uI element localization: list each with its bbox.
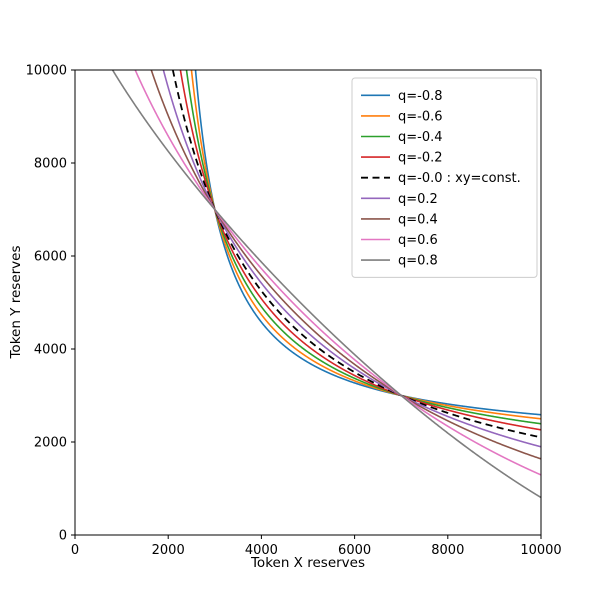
axes-frame [74, 69, 542, 536]
legend-entry: q=-0.0 : xy=const. [361, 171, 521, 186]
x-tick-label: 4000 [245, 543, 278, 558]
legend-label: q=0.8 [398, 254, 438, 269]
y-tick-label: 8000 [34, 157, 67, 172]
curve-q--0.2 [179, 70, 541, 431]
legend: q=-0.8 q=-0.6 q=-0.4 q=-0.2 q=-0.0 : xy=cons… [351, 77, 538, 278]
legend-entry: q=0.2 [361, 192, 438, 207]
legend-entry: q=-0.2 [361, 151, 443, 166]
legend-entry: q=0.8 [361, 254, 438, 269]
curve-q-0.6 [134, 70, 541, 476]
curve-q--0.4 [185, 70, 541, 425]
plot-area: 0 2000 4000 6000 8000 10000 0 2000 4000 6000 8000 1… [26, 64, 562, 559]
y-tick-label: 6000 [34, 250, 67, 265]
legend-entry: q=0.4 [361, 212, 438, 227]
curve-q-0.4 [150, 70, 541, 460]
curve-q-0.8 [111, 70, 541, 499]
legend-label: q=-0.8 [398, 89, 443, 104]
legend-label: q=-0.2 [398, 151, 443, 166]
x-tick-label: 6000 [338, 543, 371, 558]
y-tick-label: 10000 [26, 64, 67, 79]
legend-label: q=-0.4 [398, 130, 443, 145]
x-tick-label: 0 [71, 543, 79, 558]
legend-label: q=0.2 [398, 192, 438, 207]
legend-box [351, 77, 538, 278]
legend-label: q=0.4 [398, 212, 438, 227]
y-tick-label: 0 [59, 529, 67, 544]
curve-q-0.2 [162, 70, 541, 448]
curve-q--0.8 [194, 70, 541, 416]
y-tick-label: 4000 [34, 343, 67, 358]
curve-q--0.6 [190, 70, 541, 420]
x-axis-label: Token X reserves [250, 555, 365, 571]
x-tick-label: 10000 [520, 543, 561, 558]
legend-entry: q=0.6 [361, 233, 438, 248]
legend-label: q=-0.0 : xy=const. [398, 171, 521, 186]
y-axis-label: Token Y reserves [8, 245, 24, 359]
x-tick-label: 2000 [152, 543, 185, 558]
y-tick-label: 2000 [34, 436, 67, 451]
legend-label: q=0.6 [398, 233, 438, 248]
legend-entry: q=-0.8 [361, 89, 443, 104]
legend-entry: q=-0.4 [361, 130, 443, 145]
curves-group [111, 70, 541, 499]
legend-entry: q=-0.6 [361, 109, 443, 124]
x-tick-label: 8000 [431, 543, 464, 558]
legend-label: q=-0.6 [398, 109, 443, 124]
